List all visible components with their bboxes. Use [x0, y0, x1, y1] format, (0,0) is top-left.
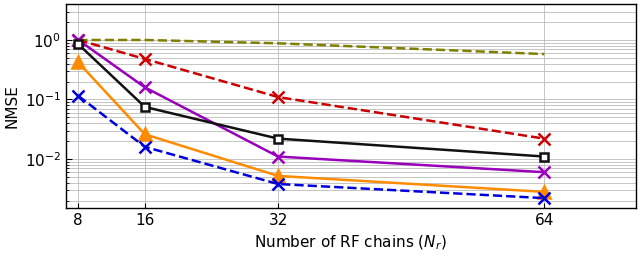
X-axis label: Number of RF chains $(N_r)$: Number of RF chains $(N_r)$: [255, 233, 447, 252]
Y-axis label: NMSE: NMSE: [4, 84, 19, 128]
